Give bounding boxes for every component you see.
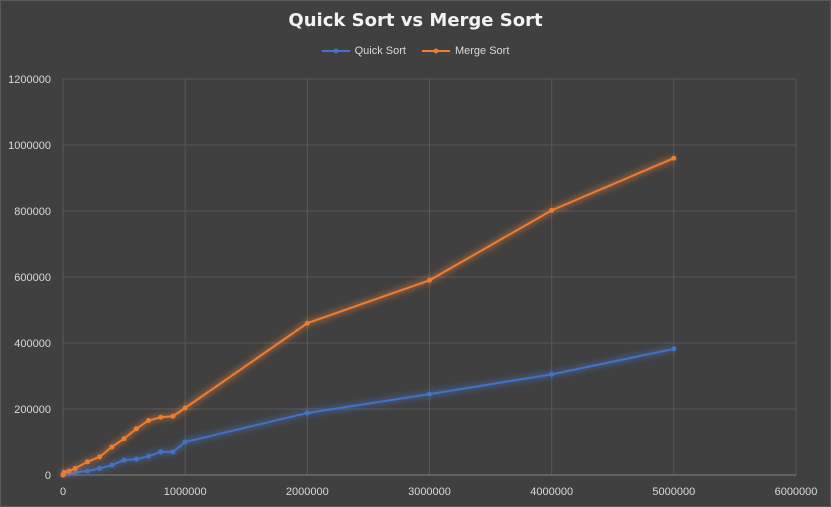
data-point-quick-sort xyxy=(304,410,310,416)
data-point-quick-sort xyxy=(671,346,677,352)
y-tick-label: 200000 xyxy=(14,404,51,416)
data-point-merge-sort xyxy=(427,277,432,283)
data-point-merge-sort xyxy=(84,459,90,465)
chart-title: Quick Sort vs Merge Sort xyxy=(288,10,543,31)
x-tick-label: 2000000 xyxy=(286,486,329,498)
data-point-merge-sort xyxy=(97,454,103,460)
legend-item-quick-sort: Quick Sort xyxy=(321,45,406,57)
data-point-quick-sort xyxy=(121,457,127,463)
series-glow-merge-sort xyxy=(60,155,676,476)
y-tick-label: 600000 xyxy=(14,272,51,284)
data-point-quick-sort xyxy=(84,468,90,474)
data-point-merge-sort xyxy=(671,155,677,161)
data-point-quick-sort xyxy=(170,449,176,455)
y-tick-label: 1200000 xyxy=(8,74,51,86)
data-point-merge-sort xyxy=(158,414,164,420)
data-point-merge-sort xyxy=(549,207,555,213)
data-point-merge-sort xyxy=(109,444,115,450)
data-point-quick-sort xyxy=(97,465,103,471)
y-tick-label: 0 xyxy=(45,470,51,482)
data-point-quick-sort xyxy=(549,371,555,377)
x-tick-label: 5000000 xyxy=(652,486,695,498)
x-tick-label: 6000000 xyxy=(775,486,818,498)
data-point-merge-sort xyxy=(121,436,127,442)
y-tick-label: 400000 xyxy=(14,338,51,350)
x-tick-label: 4000000 xyxy=(530,486,573,498)
legend-item-merge-sort: Merge Sort xyxy=(421,45,510,57)
legend-swatch-merge-sort xyxy=(421,48,450,54)
x-tick-label: 0 xyxy=(60,486,66,498)
y-tick-label: 1000000 xyxy=(8,140,51,152)
legend-label-merge-sort: Merge Sort xyxy=(454,45,510,57)
data-point-quick-sort xyxy=(146,453,152,459)
data-point-merge-sort xyxy=(72,465,78,471)
y-tick-label: 800000 xyxy=(14,206,51,218)
data-point-quick-sort xyxy=(158,449,164,455)
x-tick-label: 1000000 xyxy=(164,486,207,498)
data-point-quick-sort xyxy=(182,439,188,445)
data-point-quick-sort xyxy=(427,391,432,397)
legend-swatch-quick-sort xyxy=(321,48,350,54)
x-tick-label: 3000000 xyxy=(408,486,451,498)
data-point-merge-sort xyxy=(182,405,188,411)
series-line-merge-sort xyxy=(62,157,675,476)
data-point-merge-sort xyxy=(304,320,310,326)
data-point-merge-sort xyxy=(66,468,72,474)
data-point-merge-sort xyxy=(133,426,139,432)
data-point-merge-sort xyxy=(61,469,67,475)
data-point-quick-sort xyxy=(109,462,115,468)
legend-label-quick-sort: Quick Sort xyxy=(354,45,406,57)
data-point-merge-sort xyxy=(170,413,176,419)
data-point-merge-sort xyxy=(146,418,152,424)
data-point-quick-sort xyxy=(133,456,139,462)
legend: Quick Sort Merge Sort xyxy=(0,45,831,57)
